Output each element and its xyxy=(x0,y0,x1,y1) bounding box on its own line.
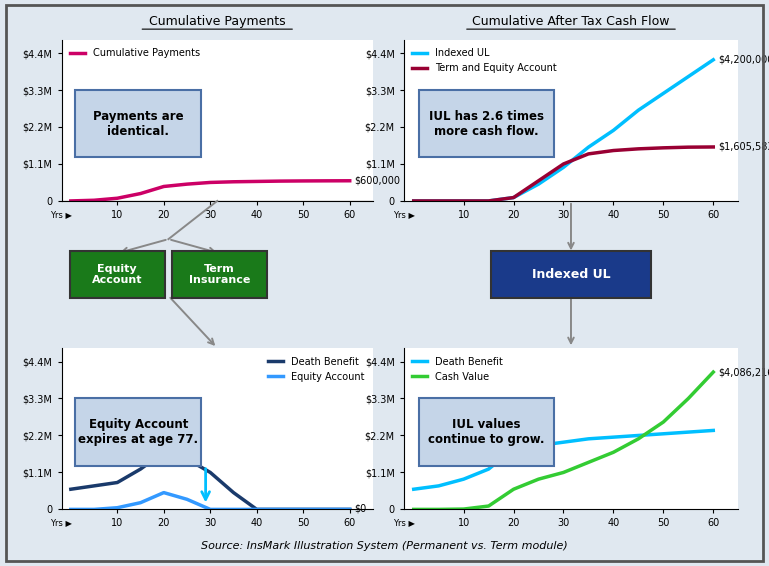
Text: $600,000: $600,000 xyxy=(355,176,401,186)
Text: $4,200,000: $4,200,000 xyxy=(718,55,769,65)
Text: IUL has 2.6 times
more cash flow.: IUL has 2.6 times more cash flow. xyxy=(428,109,544,138)
Legend: Death Benefit, Cash Value: Death Benefit, Cash Value xyxy=(408,353,507,385)
Legend: Cumulative Payments: Cumulative Payments xyxy=(66,45,204,62)
Text: Yrs ▶: Yrs ▶ xyxy=(51,210,72,219)
Text: IUL values
continue to grow.: IUL values continue to grow. xyxy=(428,418,544,446)
Legend: Death Benefit, Equity Account: Death Benefit, Equity Account xyxy=(265,353,368,385)
Text: Cumulative Payments: Cumulative Payments xyxy=(149,15,285,28)
FancyBboxPatch shape xyxy=(75,398,201,466)
Legend: Indexed UL, Term and Equity Account: Indexed UL, Term and Equity Account xyxy=(408,45,561,77)
Text: Source: InsMark Illustration System (Permanent vs. Term module): Source: InsMark Illustration System (Per… xyxy=(201,541,568,551)
FancyBboxPatch shape xyxy=(491,251,651,298)
FancyBboxPatch shape xyxy=(418,89,554,157)
FancyBboxPatch shape xyxy=(172,251,267,298)
Text: Yrs ▶: Yrs ▶ xyxy=(51,518,72,528)
FancyBboxPatch shape xyxy=(70,251,165,298)
Text: $4,086,216: $4,086,216 xyxy=(718,367,769,377)
Text: Equity
Account: Equity Account xyxy=(92,264,142,285)
Text: Term
Insurance: Term Insurance xyxy=(189,264,250,285)
Text: $0: $0 xyxy=(355,503,367,513)
Text: Yrs ▶: Yrs ▶ xyxy=(393,210,414,219)
Text: Payments are
identical.: Payments are identical. xyxy=(93,109,184,138)
Text: Cumulative After Tax Cash Flow: Cumulative After Tax Cash Flow xyxy=(472,15,670,28)
Text: $1,605,583: $1,605,583 xyxy=(718,142,769,152)
Text: Indexed UL: Indexed UL xyxy=(531,268,611,281)
Text: Equity Account
expires at age 77.: Equity Account expires at age 77. xyxy=(78,418,198,446)
FancyBboxPatch shape xyxy=(75,89,201,157)
Text: Yrs ▶: Yrs ▶ xyxy=(393,518,414,528)
FancyBboxPatch shape xyxy=(418,398,554,466)
